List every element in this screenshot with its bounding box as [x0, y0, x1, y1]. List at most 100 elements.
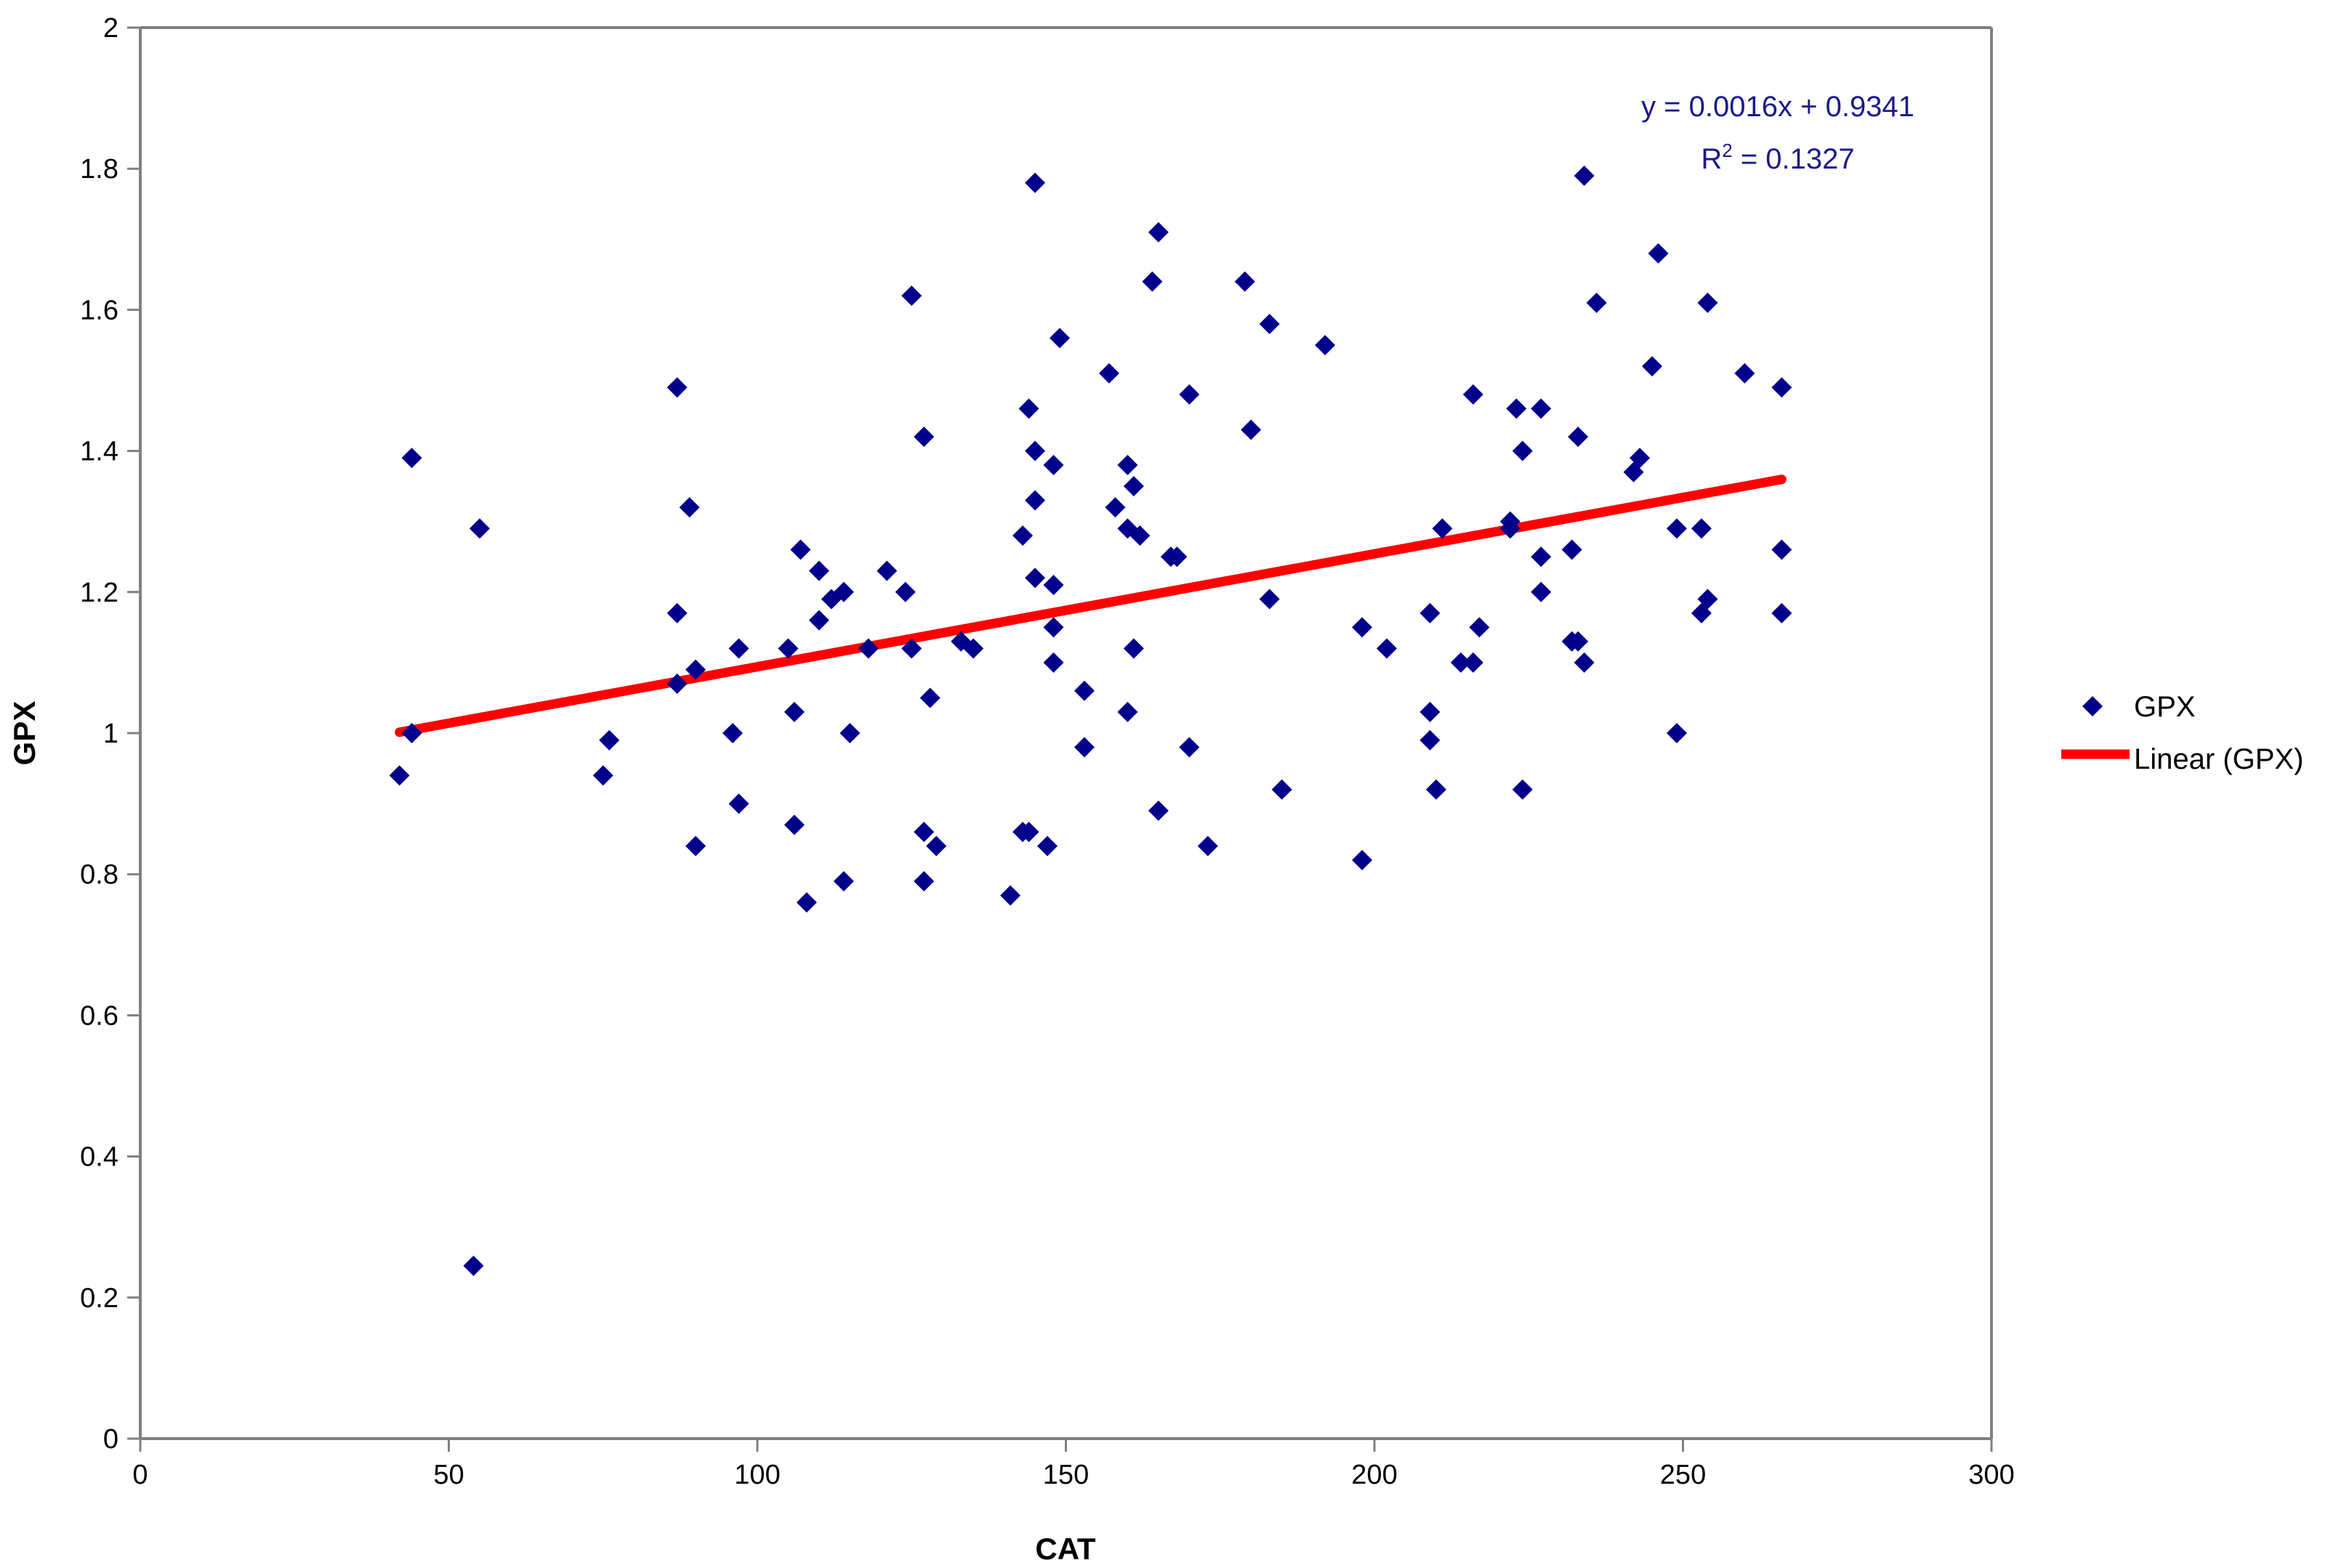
data-point: [1531, 398, 1552, 419]
y-axis-ticks: 0 0.2 0.4 0.6 0.8 1 1.2 1.4 1.6 1.8 2: [80, 13, 140, 1455]
trendline-group: [395, 474, 1787, 737]
y-tick-label: 0.6: [80, 1001, 118, 1031]
data-point: [401, 723, 422, 743]
data-point: [808, 610, 829, 631]
data-point: [1691, 518, 1712, 539]
data-point: [666, 377, 688, 398]
data-point: [1025, 440, 1046, 461]
r-squared-prefix: R: [1701, 143, 1722, 175]
r-squared-superscript: 2: [1722, 140, 1732, 161]
data-point: [1376, 638, 1397, 659]
data-point: [1574, 652, 1595, 673]
y-axis-title: GPX: [7, 701, 41, 766]
data-point: [1667, 518, 1688, 539]
data-point: [1043, 455, 1064, 476]
data-point: [1648, 243, 1669, 264]
data-point: [1432, 518, 1453, 539]
data-point: [926, 836, 947, 857]
data-point: [1568, 631, 1589, 652]
data-point: [1197, 836, 1218, 857]
data-point: [1025, 490, 1046, 511]
data-point: [1018, 398, 1039, 419]
data-point: [1074, 680, 1095, 701]
data-point: [895, 581, 916, 602]
data-point: [963, 638, 984, 659]
data-point: [1531, 546, 1552, 567]
data-point: [1506, 398, 1527, 419]
data-point: [1000, 885, 1021, 906]
y-tick-label: 0.2: [80, 1283, 118, 1314]
data-point: [728, 793, 749, 815]
data-point: [1512, 779, 1533, 800]
data-point: [839, 723, 861, 743]
data-point: [1025, 567, 1046, 589]
data-point: [1419, 602, 1441, 623]
data-point: [914, 821, 935, 842]
y-tick-label: 1.8: [80, 154, 118, 185]
data-point: [1043, 617, 1064, 638]
x-tick-label: 50: [433, 1460, 464, 1490]
data-point: [1630, 448, 1651, 469]
data-point: [1586, 292, 1607, 313]
data-point: [1771, 539, 1792, 560]
data-point: [1123, 638, 1144, 659]
data-point: [1123, 476, 1144, 497]
y-tick-label: 0.8: [80, 860, 118, 890]
data-point: [1697, 589, 1718, 610]
data-point: [1499, 518, 1521, 539]
data-point: [1179, 384, 1200, 405]
data-point: [1469, 617, 1490, 638]
data-point: [1117, 455, 1138, 476]
data-point: [1531, 581, 1552, 602]
data-point: [401, 448, 422, 469]
data-point: [778, 638, 799, 659]
data-points: [389, 165, 1792, 1277]
y-tick-label: 1.4: [80, 437, 118, 467]
y-tick-label: 1.2: [80, 578, 118, 608]
data-point: [858, 638, 879, 659]
data-point: [919, 687, 941, 708]
data-point: [685, 659, 706, 680]
data-point: [1098, 363, 1119, 384]
y-tick-label: 1: [103, 719, 118, 749]
x-axis-ticks: 0 50 100 150 200 250 300: [132, 1439, 2015, 1490]
data-point: [1667, 723, 1688, 743]
y-tick-label: 2: [103, 13, 118, 44]
data-point: [1568, 427, 1589, 448]
data-point: [679, 497, 700, 518]
legend-marker-gpx: [2082, 696, 2103, 716]
y-tick-label: 0.4: [80, 1142, 118, 1173]
data-point: [901, 285, 922, 306]
data-point: [389, 765, 410, 786]
data-point: [1050, 328, 1071, 349]
data-point: [1315, 334, 1336, 355]
data-point: [784, 701, 805, 722]
data-point: [1450, 652, 1471, 673]
data-point: [1419, 701, 1441, 722]
data-point: [1117, 701, 1138, 722]
data-point: [877, 560, 898, 581]
data-point: [901, 638, 922, 659]
trendline: [395, 474, 1787, 737]
data-point: [666, 674, 688, 695]
x-tick-label: 200: [1351, 1460, 1397, 1490]
x-axis-title: CAT: [1035, 1532, 1096, 1566]
data-point: [1043, 652, 1064, 673]
data-point: [1462, 384, 1483, 405]
data-point: [1043, 575, 1064, 596]
data-point: [914, 427, 935, 448]
data-point: [599, 730, 620, 751]
data-point: [1352, 849, 1373, 870]
data-point: [1419, 730, 1441, 751]
data-point: [1697, 292, 1718, 313]
data-point: [808, 560, 829, 581]
x-tick-label: 150: [1043, 1460, 1089, 1490]
data-point: [722, 723, 744, 743]
trendline-equation: y = 0.0016x + 0.9341: [1641, 91, 1914, 123]
data-point: [463, 1256, 484, 1277]
data-point: [1771, 602, 1792, 623]
data-point: [784, 815, 805, 836]
data-point: [1142, 271, 1163, 292]
